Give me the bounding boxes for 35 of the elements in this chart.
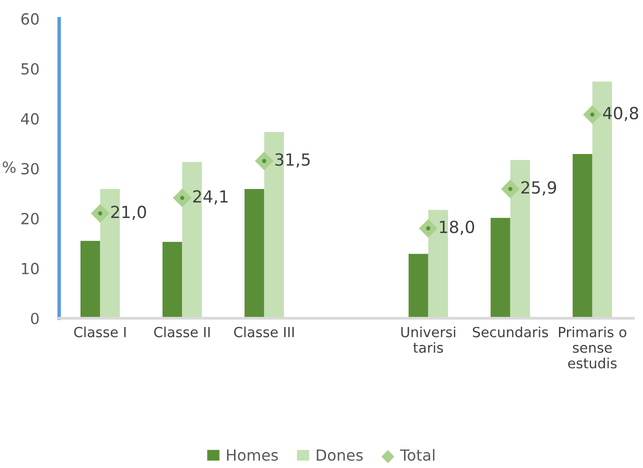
y-tick-label: 20 xyxy=(21,212,39,224)
bar xyxy=(244,188,264,318)
x-tick-label: Classe III xyxy=(234,326,294,338)
data-label: 25,9 xyxy=(521,181,556,196)
bar xyxy=(572,154,592,318)
x-tick-label: Universi taris xyxy=(401,326,456,353)
y-tick-label: 40 xyxy=(21,113,39,125)
y-tick-label: 50 xyxy=(21,63,39,75)
x-tick-label: Primaris o sense estudis xyxy=(558,326,626,368)
x-tick-label: Classe II xyxy=(154,326,210,338)
y-axis-title: % xyxy=(2,161,16,173)
legend-label: Dones xyxy=(316,449,363,461)
y-tick-label: 0 xyxy=(31,312,39,324)
data-label: 21,0 xyxy=(111,206,146,220)
data-label: 24,1 xyxy=(193,190,228,204)
point xyxy=(172,188,192,208)
data-label: 31,5 xyxy=(275,153,310,168)
bar xyxy=(408,254,428,318)
y-tick-label: 60 xyxy=(21,13,39,25)
legend-label: Homes xyxy=(227,449,278,461)
bar xyxy=(80,240,100,318)
data-label: 40,8 xyxy=(603,106,638,122)
point xyxy=(418,219,438,238)
point xyxy=(583,105,602,124)
legend-label: Total xyxy=(400,448,434,461)
data-label: 18,0 xyxy=(440,220,474,235)
point xyxy=(90,204,110,223)
y-tick-label: 10 xyxy=(22,262,39,274)
x-tick-label: Classe I xyxy=(74,326,126,338)
bar xyxy=(490,218,510,318)
point xyxy=(254,152,274,170)
bar xyxy=(162,242,182,318)
point xyxy=(500,180,520,198)
x-tick-label: Secundaris xyxy=(472,326,548,338)
y-tick-label: 30 xyxy=(21,162,39,174)
